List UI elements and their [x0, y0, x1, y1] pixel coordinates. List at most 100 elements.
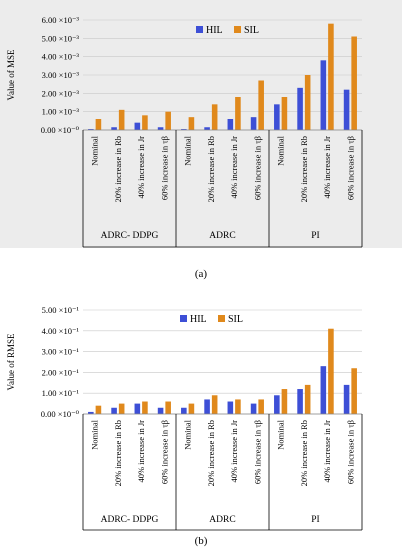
rmse-bar-sil [188, 403, 195, 414]
mse-bar-hil [274, 104, 280, 130]
rmse-bar-sil [211, 395, 218, 414]
rmse-y-tick-label: 5.00 ×10⁻¹ [42, 305, 80, 315]
mse-y-tick-label: 0.00 ×10⁻⁰ [41, 125, 80, 135]
rmse-bar-hil [250, 403, 257, 414]
mse-y-tick-label: 4.00 ×10⁻³ [42, 52, 80, 62]
rmse-chart: 0.00 ×10⁻⁰ 1.00 ×10⁻¹ 2.00 ×10⁻¹ 3.00 ×10⁻¹… [6, 305, 363, 531]
mse-chart-panel: 0.00 ×10⁻⁰ 1.00 ×10⁻³ 2.00 ×10⁻³ 3.00 ×10⁻³… [0, 0, 402, 280]
rmse-bar-hil [134, 403, 141, 414]
mse-bar-sil [165, 111, 171, 130]
mse-category-label: 40% increase in Jr [229, 136, 239, 199]
rmse-bar-sil [258, 399, 264, 414]
mse-bar-hil [297, 87, 303, 130]
mse-y-tick-label: 6.00 ×10⁻³ [42, 15, 80, 25]
mse-bar-hil [250, 117, 257, 130]
rmse-bar-sil [165, 401, 171, 414]
rmse-bar-hil [227, 401, 234, 414]
rmse-legend-swatch-sil [218, 315, 225, 322]
mse-category-label: 40% increase in Jr [136, 136, 146, 199]
mse-bar-sil [351, 36, 357, 130]
rmse-bar-hil [157, 407, 164, 414]
mse-group-label: PI [311, 231, 319, 241]
rmse-group-label: ADRC- DDPG [101, 515, 159, 525]
rmse-category-label: 20% increase in Rb [206, 420, 216, 486]
mse-category-label: 20% increase in Rb [299, 136, 309, 202]
mse-bar-hil [88, 129, 94, 130]
rmse-legend-label-sil: SIL [228, 314, 243, 325]
rmse-y-axis-label: Value of RMSE [6, 333, 16, 390]
rmse-category-label: 40% increase in Jr [229, 420, 239, 483]
rmse-group-label: ADRC [209, 515, 235, 525]
mse-group-label: ADRC- DDPG [101, 231, 159, 241]
rmse-bar-sil [351, 368, 357, 414]
rmse-category-label: 20% increase in Rb [113, 420, 123, 486]
rmse-y-tick-label: 0.00 ×10⁻⁰ [41, 409, 80, 419]
mse-legend-swatch-hil [196, 26, 203, 33]
mse-y-axis-label: Value of MSE [6, 49, 16, 100]
rmse-bar-sil [142, 401, 148, 414]
rmse-y-tick-label: 4.00 ×10⁻¹ [42, 326, 80, 336]
mse-legend-label-hil: HIL [206, 25, 223, 36]
mse-bar-hil [343, 89, 350, 130]
rmse-y-tick-label: 2.00 ×10⁻¹ [42, 367, 80, 377]
rmse-category-label: 40% increase in Jr [322, 420, 332, 483]
rmse-category-label: Nominal [183, 419, 193, 449]
mse-category-label: 60% increase in τβ [252, 136, 262, 200]
rmse-chart-caption: (b) [194, 535, 208, 547]
mse-category-label: 60% increase in τβ [345, 136, 355, 200]
mse-y-tick-label: 1.00 ×10⁻³ [42, 107, 80, 117]
mse-bar-sil [235, 97, 241, 130]
mse-legend-swatch-sil [234, 26, 241, 33]
rmse-chart-panel: 0.00 ×10⁻⁰ 1.00 ×10⁻¹ 2.00 ×10⁻¹ 3.00 ×10⁻¹… [0, 290, 402, 550]
rmse-category-label: Nominal [276, 419, 286, 449]
mse-bar-hil [320, 60, 327, 131]
mse-legend-label-sil: SIL [244, 25, 259, 36]
mse-group-label: ADRC [209, 231, 235, 241]
mse-bar-sil [258, 80, 264, 130]
rmse-legend-label-hil: HIL [190, 314, 207, 325]
rmse-y-tick-label: 1.00 ×10⁻¹ [42, 388, 80, 398]
mse-category-label: Nominal [90, 135, 100, 165]
mse-y-tick-label: 3.00 ×10⁻³ [42, 70, 80, 80]
mse-bar-hil [204, 127, 210, 130]
rmse-y-tick-label: 3.00 ×10⁻¹ [42, 347, 80, 357]
mse-category-label: Nominal [276, 135, 286, 165]
rmse-bar-hil [274, 395, 280, 414]
rmse-group-label: PI [311, 515, 319, 525]
mse-category-label: 60% increase in τβ [159, 136, 169, 200]
rmse-category-label: 60% increase in τβ [159, 420, 169, 484]
mse-category-label: 20% increase in Rb [113, 136, 123, 202]
rmse-bar-sil [304, 384, 311, 414]
mse-y-tick-label: 5.00 ×10⁻³ [42, 33, 80, 43]
rmse-bar-hil [320, 366, 327, 414]
mse-y-tick-label: 2.00 ×10⁻³ [42, 88, 80, 98]
rmse-bar-hil [88, 411, 94, 414]
rmse-bar-hil [111, 407, 117, 414]
mse-bar-hil [111, 127, 117, 130]
rmse-legend-swatch-hil [180, 315, 187, 322]
rmse-category-label: 60% increase in τβ [252, 420, 262, 484]
mse-category-label: 20% increase in Rb [206, 136, 216, 202]
mse-bar-sil [188, 117, 195, 130]
mse-bar-hil [181, 129, 187, 130]
rmse-bar-hil [181, 407, 187, 414]
mse-category-label: 40% increase in Jr [322, 136, 332, 199]
rmse-category-label: 40% increase in Jr [136, 420, 146, 483]
mse-plot-background [0, 0, 402, 248]
mse-bar-sil [95, 119, 102, 130]
mse-bar-sil [142, 115, 148, 130]
rmse-bar-hil [297, 389, 303, 414]
mse-bar-sil [118, 109, 125, 130]
rmse-category-label: 20% increase in Rb [299, 420, 309, 486]
mse-bar-sil [211, 104, 218, 130]
mse-category-label: Nominal [183, 135, 193, 165]
rmse-bar-sil [328, 328, 334, 414]
mse-bar-hil [157, 127, 164, 130]
rmse-bar-hil [343, 384, 350, 414]
rmse-category-label: 60% increase in τβ [345, 420, 355, 484]
rmse-bar-sil [95, 405, 102, 414]
rmse-bar-hil [204, 399, 210, 414]
rmse-category-label: Nominal [90, 419, 100, 449]
mse-chart-caption: (a) [194, 268, 208, 280]
mse-bar-sil [281, 97, 288, 130]
